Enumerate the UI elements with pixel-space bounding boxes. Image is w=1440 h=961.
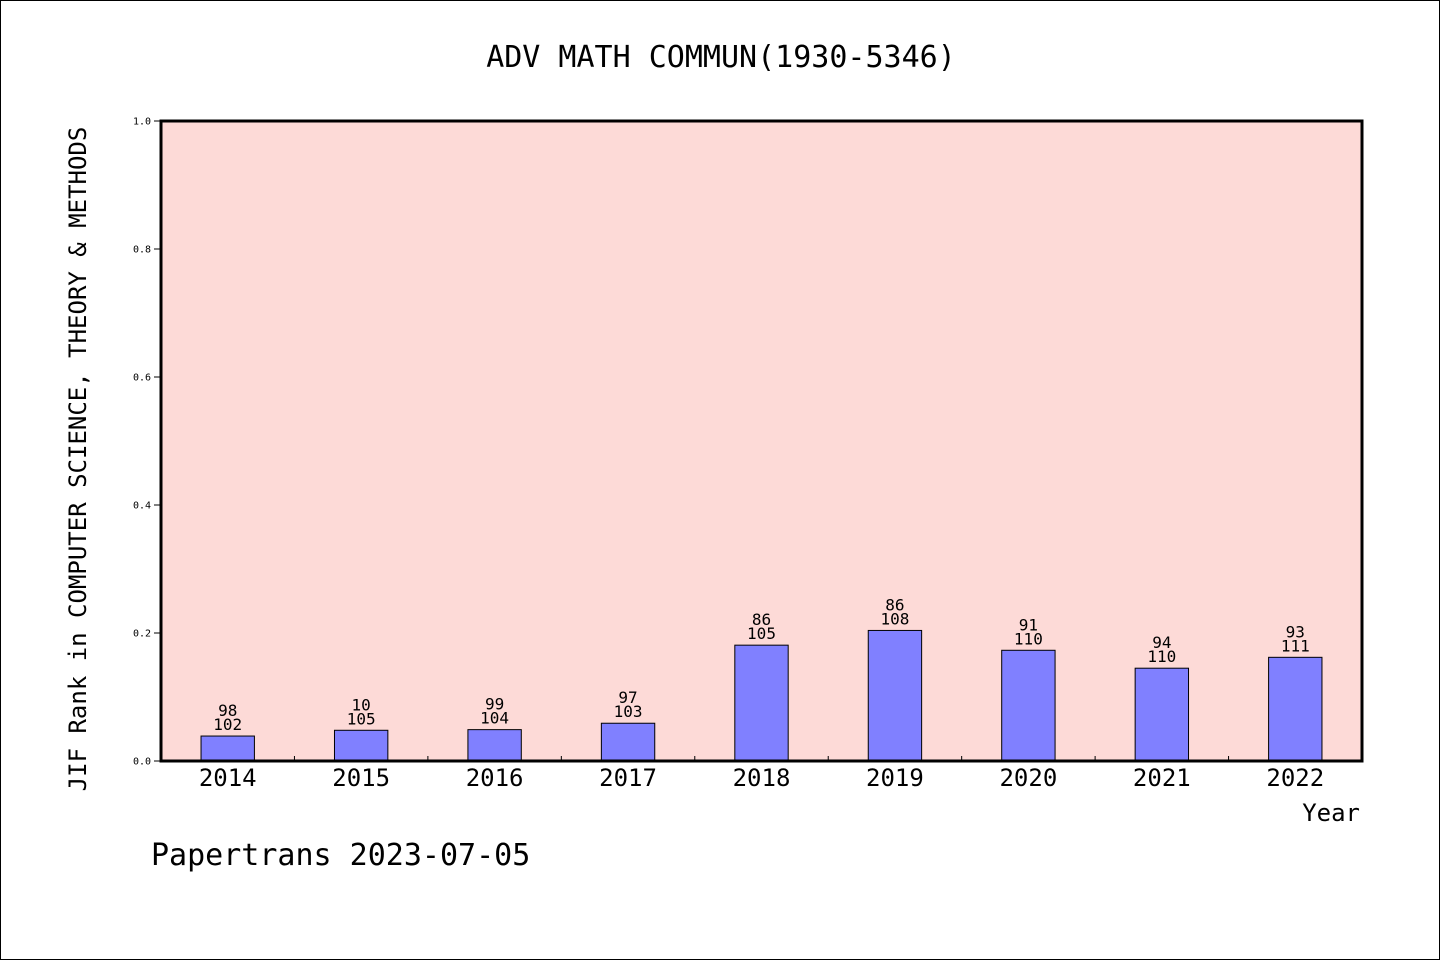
- bar-total-label: 110: [1147, 647, 1176, 666]
- x-tick-label: 2022: [1266, 764, 1324, 792]
- bar-rank-label: 86: [885, 595, 904, 614]
- bar: [333, 729, 389, 762]
- bar-rank-label: 10: [352, 695, 371, 714]
- y-tick-label: 0.6: [133, 373, 151, 384]
- bar: [1001, 649, 1056, 762]
- x-axis: 2014 2015 2016 2017 2018 2019 2020 2021 2022: [199, 756, 1324, 792]
- plot-border: [159, 119, 1364, 763]
- bar: [600, 722, 656, 762]
- bar-rank-label: 91: [1019, 615, 1038, 634]
- bar-total-label: 104: [480, 709, 509, 728]
- chart-title: ADV MATH COMMUN(1930-5346): [486, 40, 956, 75]
- x-tick-label: 2015: [332, 764, 390, 792]
- x-axis-label: Year: [1302, 799, 1360, 827]
- y-axis-label: JIF Rank in COMPUTER SCIENCE, THEORY & M…: [64, 127, 92, 792]
- bar-rank-label: 86: [752, 610, 771, 629]
- bar-total-label: 111: [1281, 636, 1310, 655]
- bar-rank-label: 99: [485, 695, 504, 714]
- x-tick-label: 2019: [866, 764, 924, 792]
- x-tick-label: 2014: [199, 764, 257, 792]
- bar-total-label: 108: [880, 609, 909, 628]
- bar-total-label: 105: [747, 624, 776, 643]
- bar-total-label: 103: [614, 702, 643, 721]
- bar-rank-label: 93: [1286, 622, 1305, 641]
- y-tick-label: 0.0: [133, 757, 151, 768]
- y-tick-label: 0.2: [133, 629, 151, 640]
- bar: [1268, 656, 1323, 762]
- bar-total-label: 110: [1014, 629, 1043, 648]
- bar: [200, 735, 255, 762]
- bar: [734, 644, 789, 762]
- bar: [467, 729, 522, 762]
- x-tick-label: 2018: [733, 764, 791, 792]
- footer-credit: Papertrans 2023-07-05: [151, 838, 530, 873]
- y-tick-label: 0.8: [133, 245, 151, 256]
- x-tick-label: 2021: [1133, 764, 1191, 792]
- x-tick-label: 2020: [999, 764, 1057, 792]
- bar: [867, 629, 923, 762]
- y-tick-label: 1.0: [133, 117, 151, 128]
- bar-total-label: 105: [347, 709, 376, 728]
- bar-rank-label: 97: [618, 688, 637, 707]
- bar: [1134, 667, 1190, 762]
- bar-rank-label: 98: [218, 701, 237, 720]
- bar-rank-label: 94: [1152, 633, 1171, 652]
- x-tick-label: 2017: [599, 764, 657, 792]
- x-tick-label: 2016: [466, 764, 524, 792]
- y-axis: 0.0 0.2 0.4 0.6 0.8 1.0: [133, 117, 161, 768]
- y-tick-label: 0.4: [133, 501, 151, 512]
- bar-total-label: 102: [213, 715, 242, 734]
